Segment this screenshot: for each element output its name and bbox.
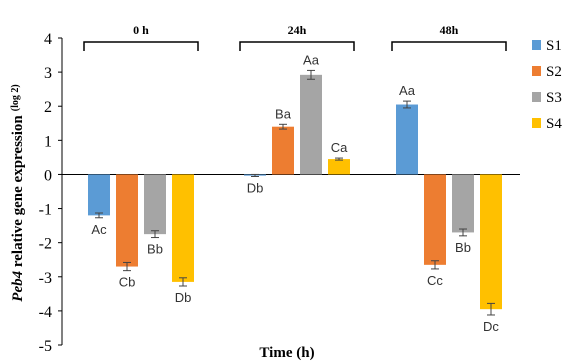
data-label: Cb: [119, 275, 136, 290]
bar: [396, 104, 418, 175]
y-tick-label: 3: [44, 65, 52, 82]
legend-label: S2: [546, 64, 562, 80]
data-label: Ba: [275, 106, 292, 121]
legend-label: S4: [546, 116, 562, 132]
bar: [116, 174, 138, 267]
group-bracket: [391, 41, 507, 51]
y-tick-label: 0: [44, 167, 52, 184]
bar: [452, 174, 474, 233]
bar: [480, 174, 502, 310]
group-label: 24h: [288, 23, 307, 37]
legend-swatch: [532, 40, 541, 50]
data-label: Cc: [427, 273, 443, 288]
legend-swatch: [532, 118, 541, 128]
y-axis-label-gene: Peb4: [10, 270, 26, 301]
data-label: Aa: [303, 52, 320, 67]
group-bracket: [83, 41, 199, 51]
bar: [144, 174, 166, 235]
group-label: 0 h: [133, 23, 149, 37]
y-axis-label-unit: (log 2): [10, 84, 21, 111]
data-label: Dc: [483, 319, 499, 334]
data-label: Bb: [147, 242, 163, 257]
y-tick-label: -3: [39, 270, 52, 287]
group-bracket: [239, 41, 355, 51]
data-label: Db: [247, 180, 264, 195]
plot-area: -5 -4 -3 -2 -1 0 1 2 3 4 0 h Ac Cb Bb Db 24h Db Ba Aa Ca 48h…: [39, 23, 563, 355]
y-tick-label: 1: [44, 133, 52, 150]
y-tick-label: 4: [44, 31, 52, 48]
bar: [300, 74, 322, 175]
data-label: Bb: [455, 240, 471, 255]
data-label: Ac: [91, 222, 107, 237]
y-tick-label: -1: [39, 202, 52, 219]
bar: [172, 174, 194, 282]
legend-swatch: [532, 92, 541, 102]
y-tick-label: 2: [44, 99, 52, 116]
bar: [272, 126, 294, 175]
data-label: Db: [175, 290, 192, 305]
bar: [424, 174, 446, 265]
y-axis-label-text: relative gene expression: [10, 115, 26, 271]
y-axis-label: Peb4 relative gene expression (log 2): [10, 84, 26, 301]
bar: [328, 159, 350, 175]
data-label: Aa: [399, 83, 416, 98]
group-label: 48h: [440, 23, 459, 37]
legend-label: S3: [546, 90, 562, 106]
data-label: Ca: [331, 140, 348, 155]
y-tick-label: -2: [39, 236, 52, 253]
legend-label: S1: [546, 38, 562, 54]
y-tick-label: -5: [39, 338, 52, 355]
legend-swatch: [532, 66, 541, 76]
y-tick-label: -4: [39, 304, 52, 321]
x-axis-label: Time (h): [259, 345, 314, 361]
bar: [88, 174, 110, 216]
